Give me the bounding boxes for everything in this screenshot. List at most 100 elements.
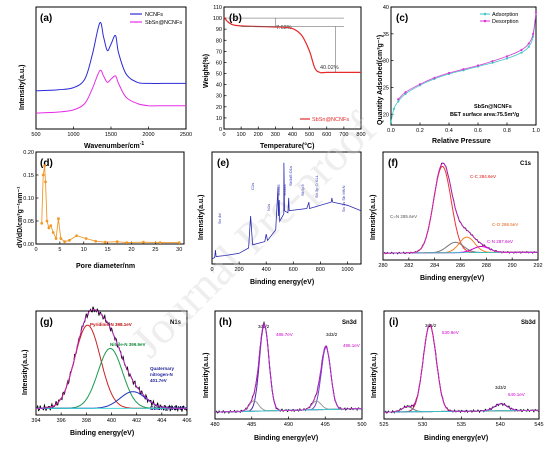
y-tick-label: 0.00 [23, 242, 34, 248]
x-tick-label: 500 [357, 422, 366, 428]
y-tick-label: 25 [383, 85, 389, 91]
x-tick-label: 535 [457, 422, 466, 428]
f-peak-co: C-O 286.5eV [492, 222, 518, 227]
x-tick-label: 10 [81, 247, 87, 253]
bet-point [491, 60, 494, 63]
y-tick-label: 40 [216, 83, 222, 89]
pore-point [45, 219, 49, 223]
h-peak-32: 3d3/2 [326, 332, 338, 337]
panel-a-label: (a) [40, 13, 52, 24]
panel-g-label: (g) [40, 317, 53, 328]
y-tick-label: 0.15 [23, 173, 34, 179]
y-tick-label: 40 [383, 5, 389, 11]
legend-desorption: Desorption [492, 19, 519, 25]
panel-c-note2: BET surface area:75.5m²/g [450, 111, 519, 118]
bet-point [404, 91, 407, 94]
x-tick-label: 0 [222, 132, 225, 138]
panel-e-frame [211, 151, 362, 265]
panel-h-xlabel: Binding energy(eV) [254, 435, 318, 442]
x-tick-label: 282 [404, 263, 413, 269]
x-tick-label: 0 [210, 267, 213, 273]
panel-e-ylabel: Intensity(a.u.) [198, 194, 205, 240]
g-peak-quaternary-2: nitrogen-N [150, 372, 173, 377]
plots-layer: 500 1000 1500 2000 2500 0 100 200 300 400 500 600 70… [23, 5, 543, 428]
bet-point [520, 48, 523, 52]
x-tick-label: 5 [58, 247, 61, 253]
panel-d-label: (d) [40, 158, 53, 169]
pore-point [158, 241, 162, 245]
pore-point [142, 240, 145, 244]
panel-g-xlabel: Binding energy(eV) [70, 430, 134, 437]
bet-point [520, 51, 523, 54]
g-peak-nitrile: Nitrile-N 399.9eV [110, 342, 146, 347]
x-tick-label: 1000 [67, 132, 79, 138]
x-tick-label: 545 [534, 422, 543, 428]
g-peak-quaternary-3: 401.7eV [150, 378, 167, 383]
y-tick-label: 20 [383, 112, 389, 118]
y-tick-label: 100 [213, 16, 222, 22]
y-tick-label: 30 [216, 94, 222, 100]
pore-point [75, 234, 78, 238]
x-tick-label: 400 [288, 132, 297, 138]
panel-a-xlabel: Wavenumber/cm-1 [84, 141, 144, 150]
panel-b-legend: SbSn@NCNFs [300, 117, 349, 123]
f-peak-cc: C-C 284.6eV [470, 174, 496, 179]
h-peak-32-ev: 495.1eV [343, 343, 360, 348]
x-tick-label: 292 [533, 263, 542, 269]
x-tick-label: 485 [247, 422, 256, 428]
pore-point [63, 240, 67, 244]
e-peak-sn3d5: Sn3d5 [276, 184, 281, 196]
y-tick-label: 30 [383, 59, 389, 65]
panel-h-ylabel: Intensity(a.u.) [203, 352, 210, 398]
f-component-0 [383, 165, 538, 254]
x-tick-label: 0.4 [445, 128, 453, 134]
panel-h-label: (h) [219, 317, 232, 328]
x-tick-label: 286 [456, 263, 465, 269]
pore-point [84, 237, 88, 240]
bet-point [505, 57, 509, 60]
panel-i-frame [383, 310, 540, 420]
pore-point [125, 241, 129, 245]
pore-point [94, 239, 98, 243]
x-tick-label: 530 [418, 422, 427, 428]
i-peak-32: 3d3/2 [495, 385, 507, 390]
bet-point [462, 68, 465, 71]
panel-h-frame [214, 310, 363, 420]
x-tick-label: 300 [271, 132, 280, 138]
x-tick-label: 290 [508, 263, 517, 269]
h-component-0 [215, 323, 363, 413]
x-tick-label: 402 [132, 418, 141, 424]
h-peak-52: 3d5/2 [258, 324, 270, 329]
bet-point [527, 42, 530, 45]
x-tick-label: 394 [31, 418, 40, 424]
x-tick-label: 404 [157, 418, 166, 424]
x-tick-label: 1500 [105, 132, 117, 138]
panel-g-note: SbSn@NCNFs [150, 406, 188, 412]
watermark: Journal Pre-proof [121, 102, 386, 367]
e-peak-c1s: C1s [250, 183, 255, 190]
i-component-0 [384, 324, 539, 413]
i-peak-52-ev: 530.9eV [442, 330, 459, 335]
pore-point [177, 241, 181, 245]
panel-f-ylabel: Intensity(a.u.) [370, 194, 377, 240]
panel-i-corner: Sb3d [521, 320, 536, 326]
legend-sbsn: SbSn@NCNFs [145, 20, 182, 26]
x-tick-label: 200 [254, 132, 263, 138]
x-tick-label: 400 [107, 418, 116, 424]
x-tick-label: 1.0 [532, 128, 540, 134]
x-tick-label: 0.2 [416, 128, 424, 134]
e-peak-sb3d5: Sb3d5 O1s [288, 166, 293, 186]
x-tick-label: 0.6 [474, 128, 482, 134]
pore-point [43, 164, 46, 168]
x-tick-label: 500 [305, 132, 314, 138]
bet-point [491, 61, 494, 64]
panel-b-xlabel: Temperature(°C) [260, 142, 314, 150]
legend-ncnfs: NCNFs [145, 12, 163, 18]
pore-point [59, 237, 63, 240]
h-component-1 [215, 346, 363, 413]
bet-point [527, 45, 530, 48]
x-tick-label: 200 [234, 267, 243, 273]
x-tick-label: 480 [210, 422, 219, 428]
y-tick-label: 50 [216, 72, 222, 78]
